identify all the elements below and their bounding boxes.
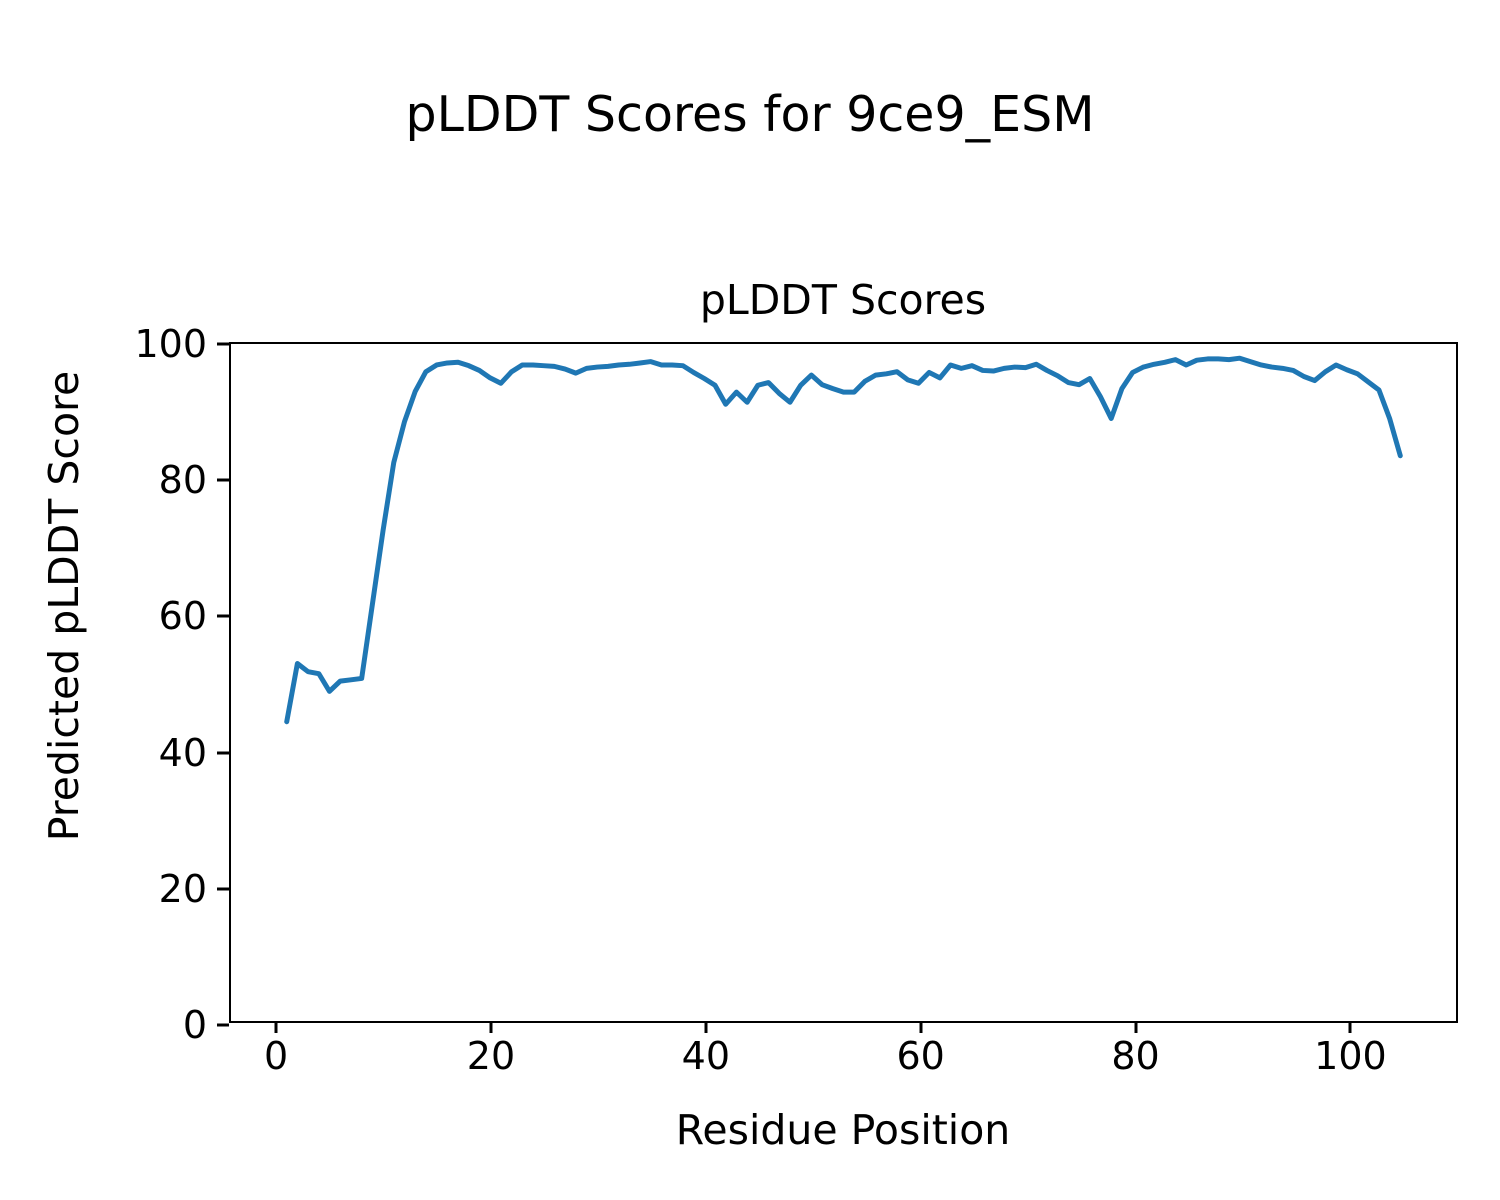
x-tick-mark [919, 1021, 923, 1033]
y-tick-mark [217, 887, 229, 891]
x-tick-label: 100 [1314, 1034, 1387, 1078]
y-tick-label: 20 [158, 866, 207, 911]
x-tick-label: 40 [681, 1034, 731, 1078]
y-tick-mark [217, 614, 229, 618]
figure-title: pLDDT Scores for 9ce9_ESM [405, 86, 1095, 143]
y-tick-label: 0 [182, 1003, 207, 1047]
x-tick-label: 0 [264, 1034, 289, 1078]
y-tick-mark [217, 478, 229, 482]
y-axis-label: Predicted pLDDT Score [40, 370, 88, 842]
y-tick-label: 80 [158, 458, 207, 503]
y-tick-label: 60 [158, 594, 207, 639]
axes-title: pLDDT Scores [699, 276, 987, 324]
x-tick-mark [489, 1021, 493, 1033]
pLDDT-line [284, 355, 1403, 725]
x-tick-mark [1134, 1021, 1138, 1033]
y-tick-mark [217, 1023, 229, 1027]
plot-area: 0 20 40 60 80 100 0 20 40 60 80 100 [134, 325, 1458, 1075]
x-tick-label: 20 [466, 1034, 516, 1078]
y-tick-mark [217, 342, 229, 346]
x-tick-mark [1348, 1021, 1352, 1033]
y-tick-mark [217, 751, 229, 755]
x-tick-mark [704, 1021, 708, 1033]
x-tick-label: 60 [896, 1034, 945, 1078]
y-tick-label: 100 [134, 322, 207, 366]
x-tick-label: 80 [1111, 1034, 1160, 1078]
x-axis-label: Residue Position [675, 1106, 1011, 1154]
x-tick-mark [274, 1021, 278, 1033]
y-tick-label: 40 [158, 730, 207, 775]
line-chart-svg [284, 355, 1403, 725]
